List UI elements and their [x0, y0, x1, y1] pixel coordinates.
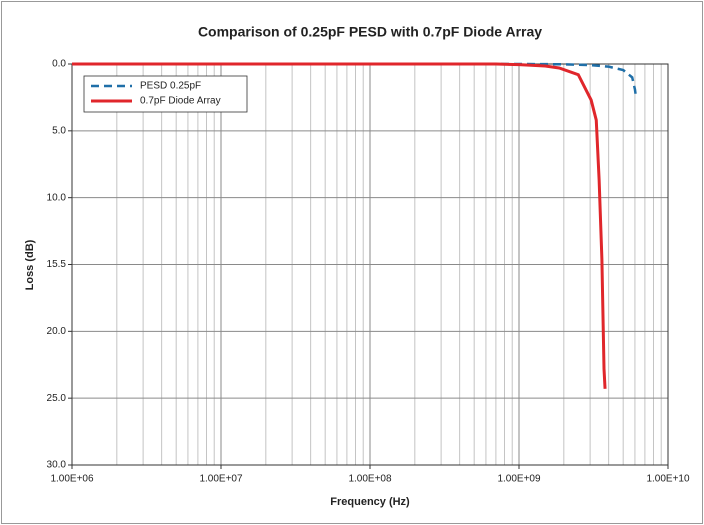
y-tick-label: 5.0: [52, 125, 66, 136]
series-line: [72, 62, 607, 389]
y-tick-label: 20.0: [47, 326, 67, 337]
legend-label: PESD 0.25pF: [140, 81, 201, 92]
x-axis-label: Frequency (Hz): [330, 496, 410, 508]
y-axis-label: Loss (dB): [24, 239, 36, 290]
series-line: [72, 62, 638, 98]
x-tick-label: 1.00E+06: [50, 474, 94, 485]
legend-box: [83, 75, 248, 113]
y-tick-label: 10.0: [47, 192, 67, 203]
y-tick-label: 0.0: [52, 59, 66, 70]
x-tick-label: 1.00E+07: [199, 474, 243, 485]
y-tick-label: 30.0: [47, 460, 67, 471]
y-tick-label: 25.0: [47, 393, 67, 404]
x-tick-label: 1.00E+09: [497, 474, 541, 485]
x-tick-label: 1.00E+10: [646, 474, 690, 485]
x-tick-label: 1.00E+08: [348, 474, 392, 485]
legend-label: 0.7pF Diode Array: [140, 96, 221, 107]
chart-title: Comparison of 0.25pF PESD with 0.7pF Dio…: [198, 24, 542, 40]
y-tick-label: 15.5: [47, 259, 67, 270]
